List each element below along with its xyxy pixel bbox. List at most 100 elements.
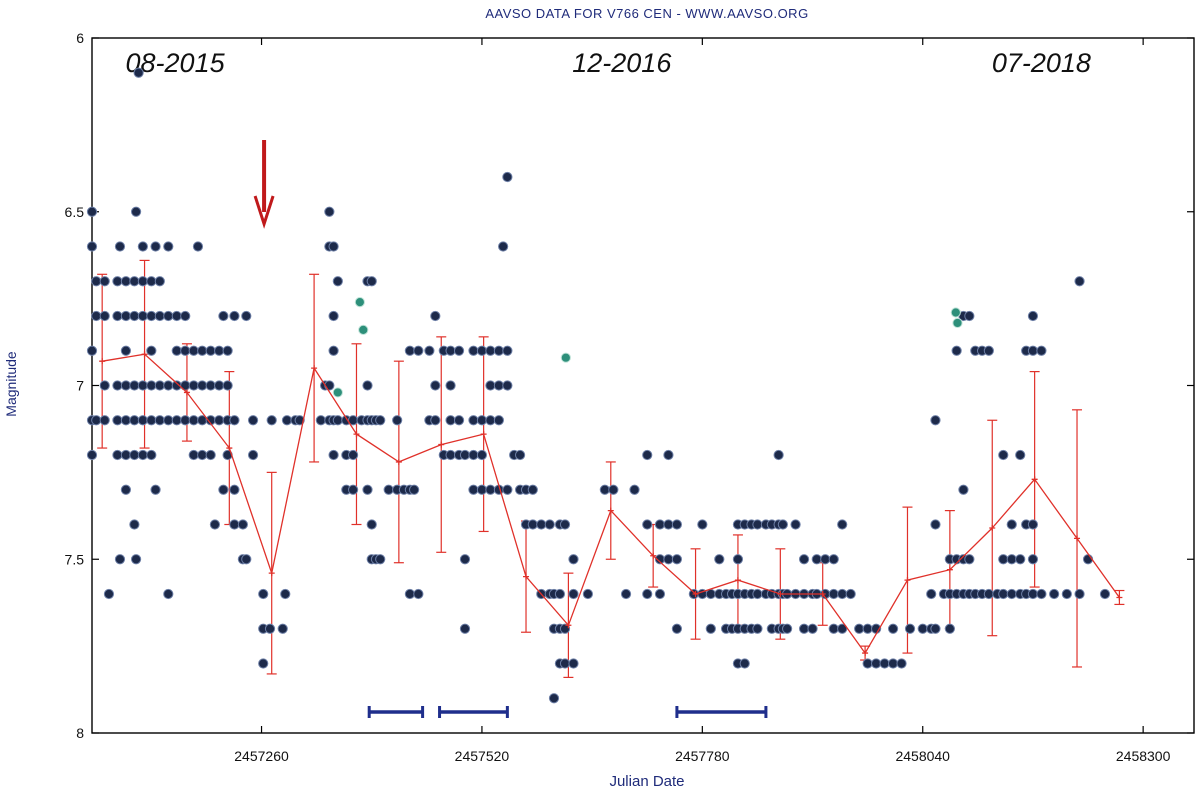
y-tick-label: 8 [76,725,84,741]
observation-point [798,554,810,565]
observation-point [837,623,848,634]
handwritten-annotations: 08-2015 12-2016 07-2018 [126,48,1091,718]
observation-point [205,380,216,391]
observation-point [266,415,277,426]
observation-point [328,310,339,322]
observation-point [752,588,763,600]
observation-point [146,415,157,426]
observation-point [926,588,937,600]
observation-point [1015,449,1026,461]
observation-point [445,449,456,461]
mean-point [141,351,148,358]
observation-point [468,415,479,426]
observation-point [120,449,132,461]
observation-point [732,554,744,565]
observation-point [413,345,424,356]
observation-point [1099,588,1111,600]
handwritten-date-label: 12-2016 [572,48,672,78]
observation-point [91,310,102,322]
observation-point [362,484,373,495]
observation-point [1006,588,1017,600]
observation-point [120,276,132,287]
observation-point [1006,519,1017,530]
observation-point [86,345,98,356]
observation-point [752,519,763,530]
observation-point [951,345,962,356]
observation-point [671,554,683,565]
observation-point [120,380,132,391]
observation-point [485,484,496,495]
mean-point [226,445,233,452]
observation-point [366,519,377,530]
mean-point [904,577,911,584]
observation-point [1015,554,1026,565]
observation-point [383,484,394,495]
observation-point [430,380,441,391]
observation-point [324,206,335,217]
observation-point [964,554,975,565]
observation-point [663,449,674,461]
observation-point [1027,554,1039,565]
green-observation-point [332,387,343,398]
observation-point [896,658,907,669]
observation-point [114,554,126,565]
observation-point [146,276,157,287]
observation-point [559,658,571,669]
observation-point [163,310,174,322]
observation-point [739,658,750,669]
observation-point [430,310,441,322]
y-tick-label: 7.5 [65,551,85,567]
observation-point [133,67,144,78]
observation-point [1027,310,1039,322]
observation-point [1006,554,1017,565]
observation-point [642,588,653,600]
observation-point [112,276,123,287]
mean-point [777,591,784,597]
observation-point [86,206,98,217]
observation-point [502,171,513,183]
observation-point [404,588,415,600]
observation-point [146,380,157,391]
observation-point [485,380,496,391]
x-tick-label: 2457780 [675,748,730,764]
observation-point [150,241,161,252]
observation-point [697,519,708,530]
mean-point [311,365,318,372]
observation-point [247,449,259,461]
observation-point [983,345,994,356]
x-tick-label: 2458300 [1116,748,1171,764]
observation-point [120,484,132,495]
observation-point [146,449,157,461]
observation-point [1027,519,1039,530]
observation-point [324,380,335,391]
observation-point [209,519,221,530]
mean-point [438,441,445,448]
observation-point [366,276,377,287]
observation-point [99,310,110,322]
observation-point [807,623,818,634]
observation-point [485,415,496,426]
observation-point [375,415,386,426]
green-observation-point [560,352,571,363]
observation-point [705,588,716,600]
observation-point [476,415,488,426]
observation-point [871,658,882,669]
observation-point [485,345,496,356]
y-axis-label: Magnitude [3,351,19,417]
observation-point [459,554,471,565]
observation-point [146,310,157,322]
observation-point [294,415,305,426]
plot-frame [91,37,1195,734]
observation-points [86,67,1111,704]
mean-point [989,524,996,531]
observation-point [430,415,441,426]
observation-point [112,380,123,391]
observation-point [258,588,269,600]
observation-point [188,380,199,391]
observation-point [91,415,102,426]
mean-point [862,650,869,657]
observation-point [315,415,326,426]
observation-point [163,588,174,600]
green-observation-point [950,307,961,318]
binned-mean-line [99,351,1123,657]
